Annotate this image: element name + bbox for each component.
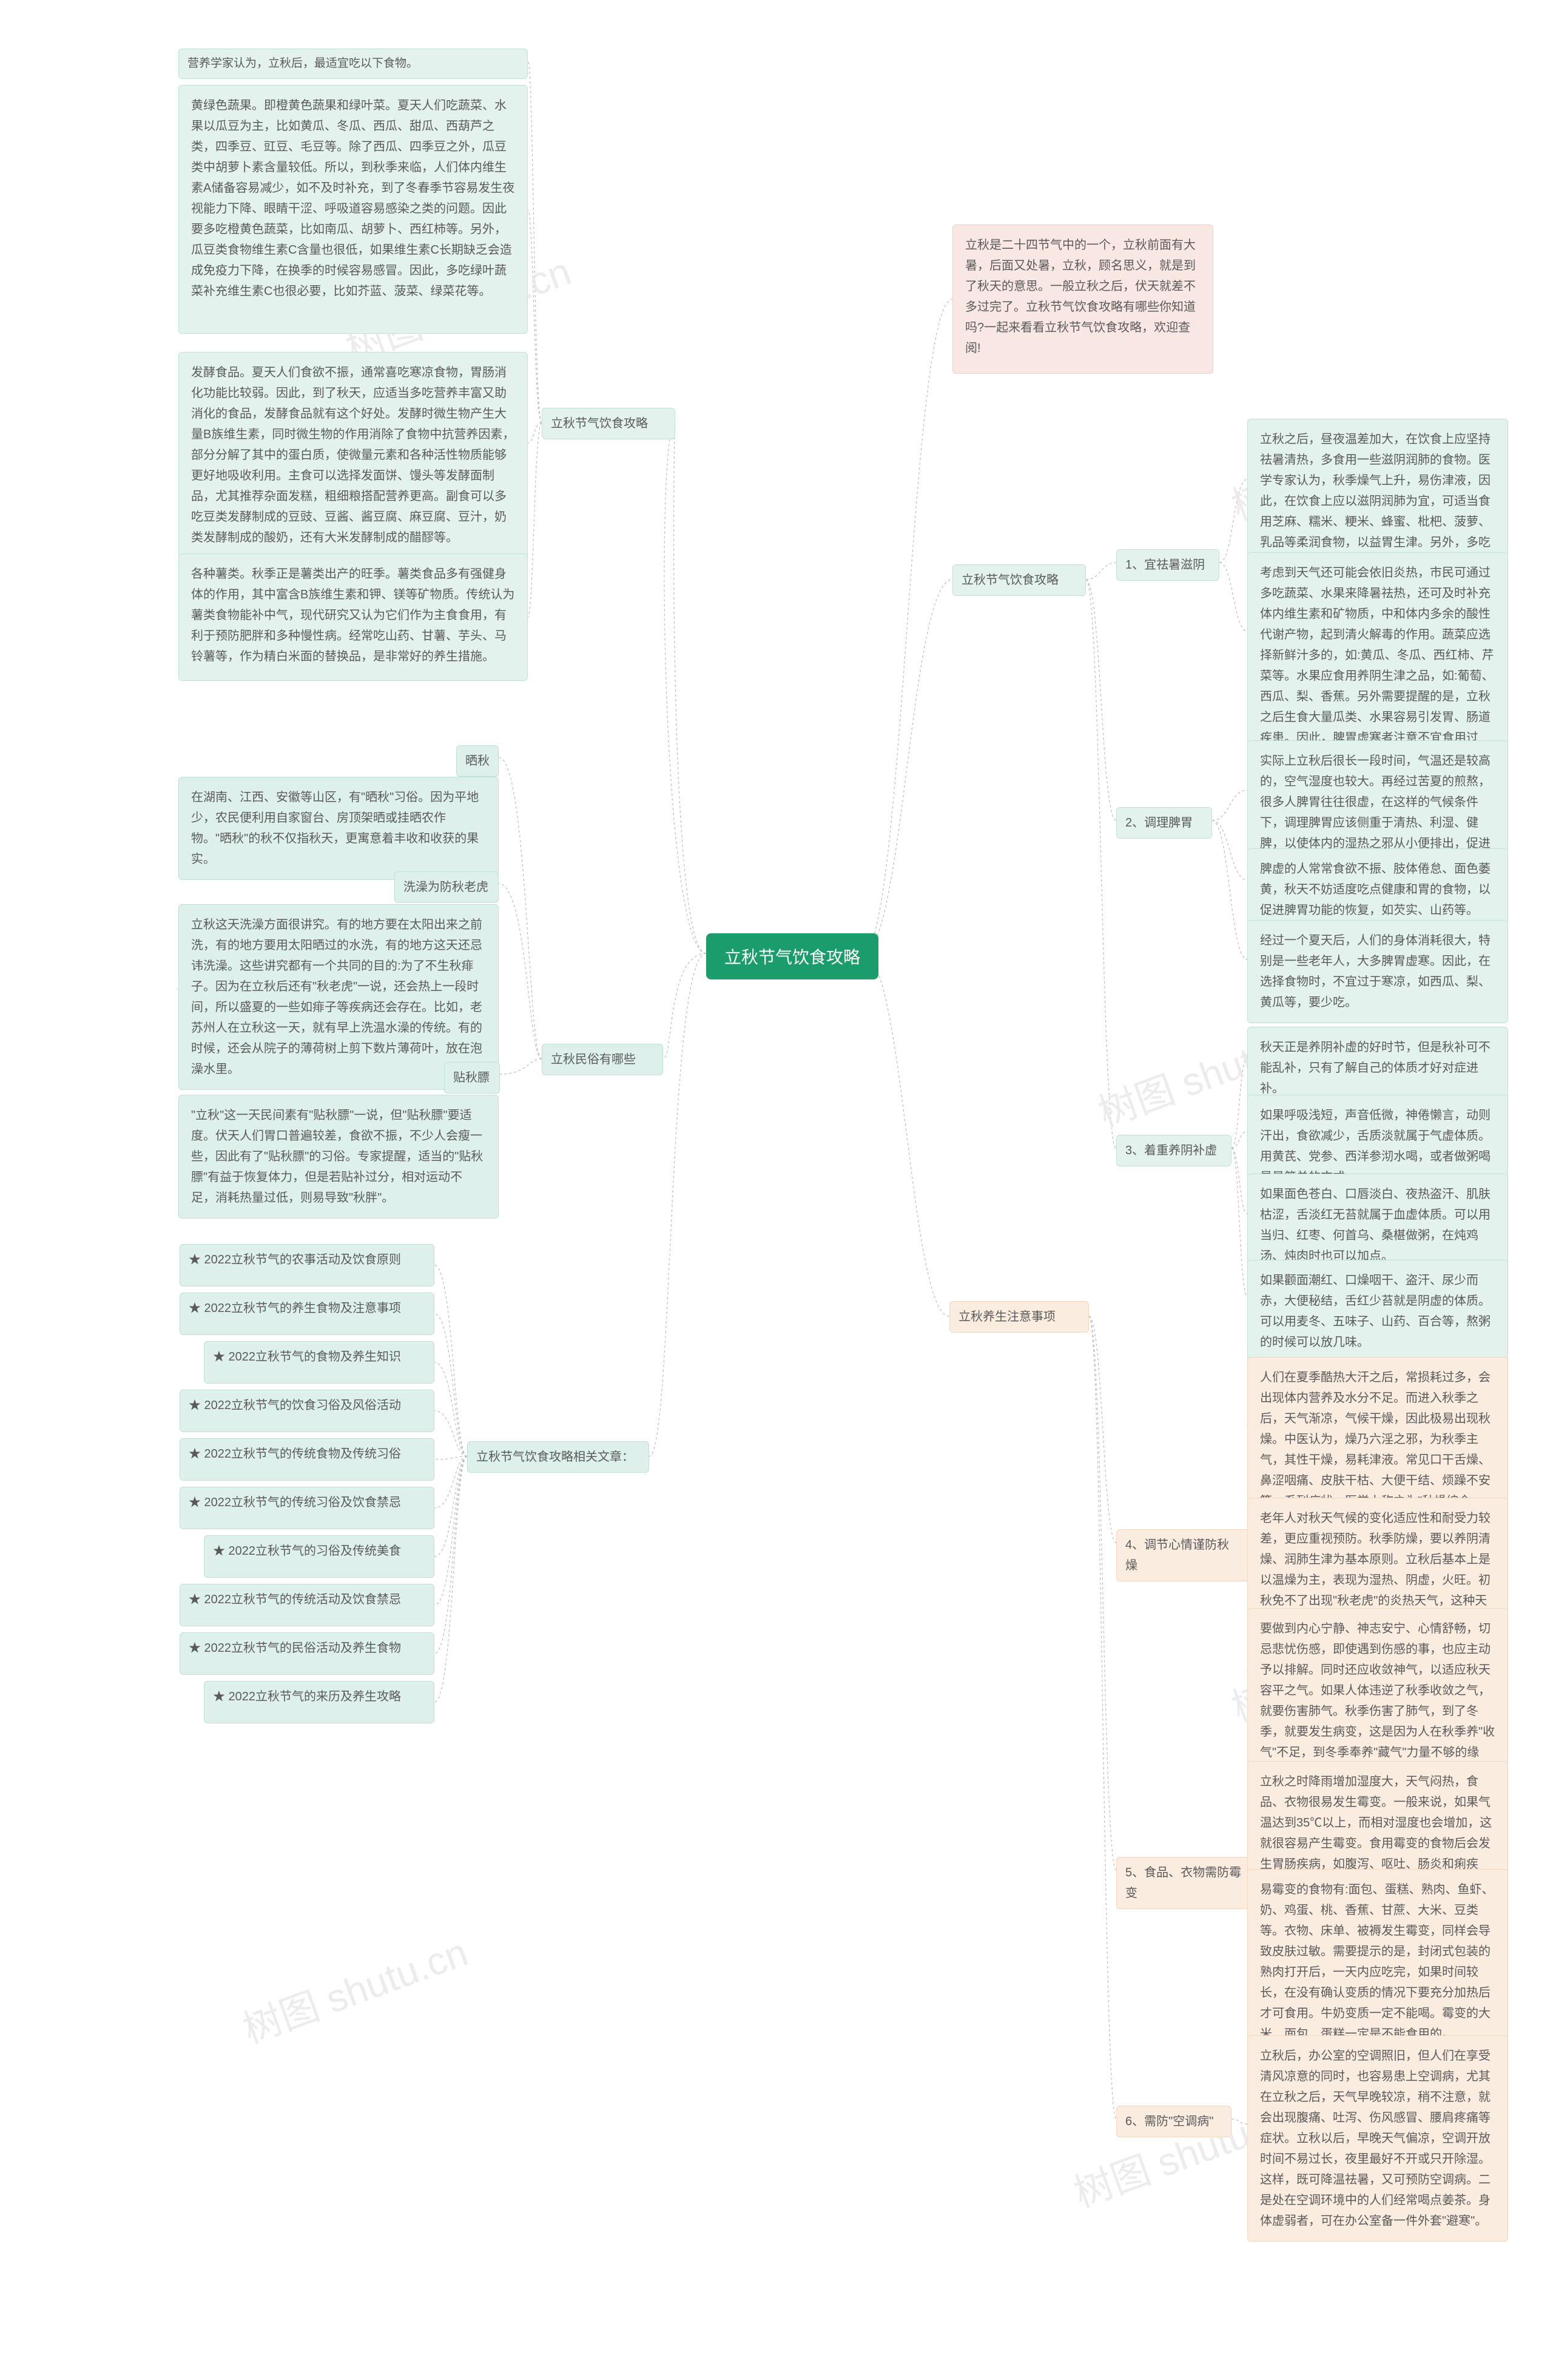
branch-item-label: 4、调节心情谨防秋燥 bbox=[1116, 1529, 1250, 1581]
node-text: 立秋节气饮食攻略 bbox=[953, 565, 1085, 595]
branch-item-para: 脾虚的人常常食欲不振、肢体倦怠、面色萎黄，秋天不妨适度吃点健康和胃的食物，以促进… bbox=[1247, 848, 1508, 931]
branch-item-para: 立秋后，办公室的空调照旧，但人们在享受清风凉意的同时，也容易患上空调病，尤其在立… bbox=[1247, 2035, 1508, 2242]
branch-item-label: 5、食品、衣物需防霉变 bbox=[1116, 1857, 1262, 1909]
related-article: ★ 2022立秋节气的饮食习俗及风俗活动 bbox=[180, 1390, 434, 1432]
node-text: ★ 2022立秋节气的农事活动及饮食原则 bbox=[180, 1245, 434, 1275]
node-text: ★ 2022立秋节气的传统食物及传统习俗 bbox=[180, 1439, 434, 1469]
related-article: ★ 2022立秋节气的养生食物及注意事项 bbox=[180, 1293, 434, 1335]
branch-item-para: 如果颧面潮红、口燥咽干、盗汗、尿少而赤，大便秘结，舌红少苔就是阴虚的体质。可以用… bbox=[1247, 1260, 1508, 1363]
node-text: 1、宜祛暑滋阴 bbox=[1117, 550, 1219, 580]
node-text: 黄绿色蔬果。即橙黄色蔬果和绿叶菜。夏天人们吃蔬菜、水果以瓜豆为主，比如黄瓜、冬瓜… bbox=[179, 86, 527, 311]
node-text: 立秋养生注意事项 bbox=[950, 1302, 1088, 1332]
node-text: 立秋民俗有哪些 bbox=[542, 1044, 662, 1075]
branch-para: 发酵食品。夏天人们食欲不振，通常喜吃寒凉食物，胃肠消化功能比较弱。因此，到了秋天… bbox=[178, 352, 528, 558]
node-text: 3、着重养阴补虚 bbox=[1117, 1135, 1231, 1166]
node-text: ★ 2022立秋节气的民俗活动及养生食物 bbox=[180, 1633, 434, 1663]
row-para: 在湖南、江西、安徽等山区，有"晒秋"习俗。因为平地少，农民便利用自家窗台、房顶架… bbox=[178, 777, 499, 880]
branch-item-para: 易霉变的食物有:面包、蛋糕、熟肉、鱼虾、奶、鸡蛋、桃、香蕉、甘蔗、大米、豆类等。… bbox=[1247, 1869, 1508, 2055]
node-text: ★ 2022立秋节气的饮食习俗及风俗活动 bbox=[180, 1390, 434, 1421]
node-text: 经过一个夏天后，人们的身体消耗很大，特别是一些老年人，大多脾胃虚寒。因此，在选择… bbox=[1248, 921, 1508, 1023]
lead-text: 营养学家认为，立秋后，最适宜吃以下食物。 bbox=[178, 49, 528, 79]
branch-item-label: 3、着重养阴补虚 bbox=[1116, 1135, 1231, 1166]
branch-item-para: 经过一个夏天后，人们的身体消耗很大，特别是一些老年人，大多脾胃虚寒。因此，在选择… bbox=[1247, 920, 1508, 1023]
node-text: ★ 2022立秋节气的养生食物及注意事项 bbox=[180, 1293, 434, 1324]
node-text: ★ 2022立秋节气的食物及养生知识 bbox=[204, 1342, 434, 1372]
node-text: 5、食品、衣物需防霉变 bbox=[1117, 1858, 1261, 1908]
node-text: 晒秋 bbox=[457, 746, 498, 776]
branch-hub: 立秋节气饮食攻略 bbox=[542, 408, 675, 439]
branch-hub: 立秋节气饮食攻略相关文章： bbox=[467, 1441, 649, 1473]
node-text: 立秋后，办公室的空调照旧，但人们在享受清风凉意的同时，也容易患上空调病，尤其在立… bbox=[1248, 2036, 1508, 2241]
node-text: ★ 2022立秋节气的习俗及传统美食 bbox=[204, 1536, 434, 1566]
node-text: 立秋是二十四节气中的一个，立秋前面有大暑，后面又处暑，立秋，顾名思义，就是到了秋… bbox=[953, 225, 1213, 368]
node-text: 洗澡为防秋老虎 bbox=[395, 872, 498, 902]
node-text: 如果颧面潮红、口燥咽干、盗汗、尿少而赤，大便秘结，舌红少苔就是阴虚的体质。可以用… bbox=[1248, 1260, 1508, 1362]
node-text: 贴秋膘 bbox=[445, 1063, 499, 1093]
row-label: 贴秋膘 bbox=[444, 1062, 500, 1094]
node-text: ★ 2022立秋节气的传统习俗及饮食禁忌 bbox=[180, 1487, 434, 1518]
node-text: 立秋节气饮食攻略相关文章： bbox=[468, 1442, 648, 1472]
node-text: 各种薯类。秋季正是薯类出产的旺季。薯类食品多有强健身体的作用，其中富含B族维生素… bbox=[179, 554, 527, 677]
node-text: ★ 2022立秋节气的来历及养生攻略 bbox=[204, 1682, 434, 1712]
node-text: 立秋节气饮食攻略 bbox=[542, 408, 675, 439]
intro-node: 立秋是二十四节气中的一个，立秋前面有大暑，后面又处暑，立秋，顾名思义，就是到了秋… bbox=[952, 225, 1213, 374]
node-text: 营养学家认为，立秋后，最适宜吃以下食物。 bbox=[179, 49, 527, 78]
node-text: 脾虚的人常常食欲不振、肢体倦怠、面色萎黄，秋天不妨适度吃点健康和胃的食物，以促进… bbox=[1248, 849, 1508, 930]
branch-item-label: 2、调理脾胃 bbox=[1116, 807, 1212, 839]
related-article: ★ 2022立秋节气的来历及养生攻略 bbox=[204, 1681, 434, 1723]
node-text: 2、调理脾胃 bbox=[1117, 808, 1211, 838]
node-text: 易霉变的食物有:面包、蛋糕、熟肉、鱼虾、奶、鸡蛋、桃、香蕉、甘蔗、大米、豆类等。… bbox=[1248, 1870, 1508, 2054]
related-article: ★ 2022立秋节气的习俗及传统美食 bbox=[204, 1535, 434, 1578]
related-article: ★ 2022立秋节气的农事活动及饮食原则 bbox=[180, 1244, 434, 1286]
related-article: ★ 2022立秋节气的传统食物及传统习俗 bbox=[180, 1438, 434, 1481]
row-label: 晒秋 bbox=[456, 745, 499, 777]
branch-hub: 立秋节气饮食攻略 bbox=[952, 564, 1086, 596]
row-para: "立秋"这一天民间素有"贴秋膘"一说，但"贴秋膘"要适度。伏天人们胃口普遍较差，… bbox=[178, 1095, 499, 1219]
branch-item-label: 1、宜祛暑滋阴 bbox=[1116, 549, 1219, 581]
related-article: ★ 2022立秋节气的民俗活动及养生食物 bbox=[180, 1632, 434, 1675]
root-node: 立秋节气饮食攻略 bbox=[706, 933, 878, 979]
node-text: 发酵食品。夏天人们食欲不振，通常喜吃寒凉食物，胃肠消化功能比较弱。因此，到了秋天… bbox=[179, 353, 527, 558]
branch-item-label: 6、需防"空调病" bbox=[1116, 2106, 1231, 2137]
row-label: 洗澡为防秋老虎 bbox=[394, 871, 499, 903]
branch-hub: 立秋民俗有哪些 bbox=[542, 1044, 663, 1075]
related-article: ★ 2022立秋节气的传统活动及饮食禁忌 bbox=[180, 1584, 434, 1626]
branch-para: 黄绿色蔬果。即橙黄色蔬果和绿叶菜。夏天人们吃蔬菜、水果以瓜豆为主，比如黄瓜、冬瓜… bbox=[178, 85, 528, 334]
related-article: ★ 2022立秋节气的传统习俗及饮食禁忌 bbox=[180, 1487, 434, 1529]
root-label: 立秋节气饮食攻略 bbox=[724, 948, 860, 967]
branch-para: 各种薯类。秋季正是薯类出产的旺季。薯类食品多有强健身体的作用，其中富含B族维生素… bbox=[178, 553, 528, 681]
watermark: 树图 shutu.cn bbox=[234, 1921, 474, 2054]
node-text: "立秋"这一天民间素有"贴秋膘"一说，但"贴秋膘"要适度。伏天人们胃口普遍较差，… bbox=[179, 1095, 498, 1218]
node-text: 4、调节心情谨防秋燥 bbox=[1117, 1530, 1249, 1581]
branch-hub: 立秋养生注意事项 bbox=[949, 1301, 1089, 1333]
related-article: ★ 2022立秋节气的食物及养生知识 bbox=[204, 1341, 434, 1384]
node-text: 6、需防"空调病" bbox=[1117, 2106, 1231, 2137]
node-text: 在湖南、江西、安徽等山区，有"晒秋"习俗。因为平地少，农民便利用自家窗台、房顶架… bbox=[179, 777, 498, 879]
node-text: ★ 2022立秋节气的传统活动及饮食禁忌 bbox=[180, 1584, 434, 1615]
